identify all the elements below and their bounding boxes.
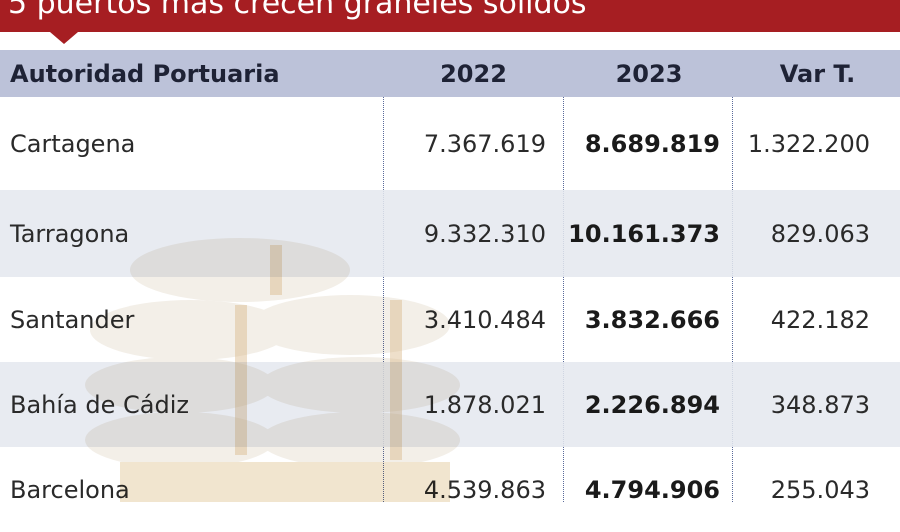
table-cell: 9.332.310 xyxy=(423,219,546,248)
table-cell: 1.878.021 xyxy=(423,390,546,419)
header-cell: 2022 xyxy=(440,59,507,88)
table-cell: Bahía de Cádiz xyxy=(10,390,189,419)
table-cell: 10.161.373 xyxy=(568,219,720,248)
table-cell: 2.226.894 xyxy=(584,390,720,419)
table-cell: 7.367.619 xyxy=(423,129,546,158)
header-cell: Autoridad Portuaria xyxy=(10,59,280,88)
title: 5 puertos más crecen graneles sólidos xyxy=(8,0,587,21)
header-cell: 2023 xyxy=(615,59,683,88)
banner-pointer xyxy=(50,32,78,44)
table-cell: 1.322.200 xyxy=(747,129,870,158)
table-row: Bahía de Cádiz 1.878.021 2.226.894 348.873 xyxy=(0,362,900,447)
table-cell: 348.873 xyxy=(770,390,870,419)
table-cell: 4.539.863 xyxy=(423,475,546,504)
table-cell: Cartagena xyxy=(10,129,136,158)
table-row: Tarragona 9.332.310 10.161.373 829.063 xyxy=(0,190,900,277)
table-cell: Tarragona xyxy=(10,219,130,248)
table-row: Barcelona 4.539.863 4.794.906 255.043 xyxy=(0,447,900,507)
table-cell: Barcelona xyxy=(10,475,130,504)
header-row: Autoridad Portuaria 2022 2023 Var T. xyxy=(0,50,900,97)
table-cell: 3.832.666 xyxy=(584,305,720,334)
header-cell: Var T. xyxy=(779,59,856,88)
table-cell: 4.794.906 xyxy=(584,475,720,504)
table-row: Cartagena 7.367.619 8.689.819 1.322.200 xyxy=(0,97,900,190)
page: {"title": "5 puertos más crecen graneles… xyxy=(0,0,900,504)
table-row: Santander 3.410.484 3.832.666 422.182 xyxy=(0,277,900,362)
table-cell: 422.182 xyxy=(770,305,870,334)
table-cell: 8.689.819 xyxy=(584,129,720,158)
title-banner: 5 puertos más crecen graneles sólidos xyxy=(0,0,900,32)
table-cell: Santander xyxy=(10,305,135,334)
table-cell: 255.043 xyxy=(770,475,870,504)
table-cell: 829.063 xyxy=(770,219,870,248)
table-cell: 3.410.484 xyxy=(423,305,546,334)
